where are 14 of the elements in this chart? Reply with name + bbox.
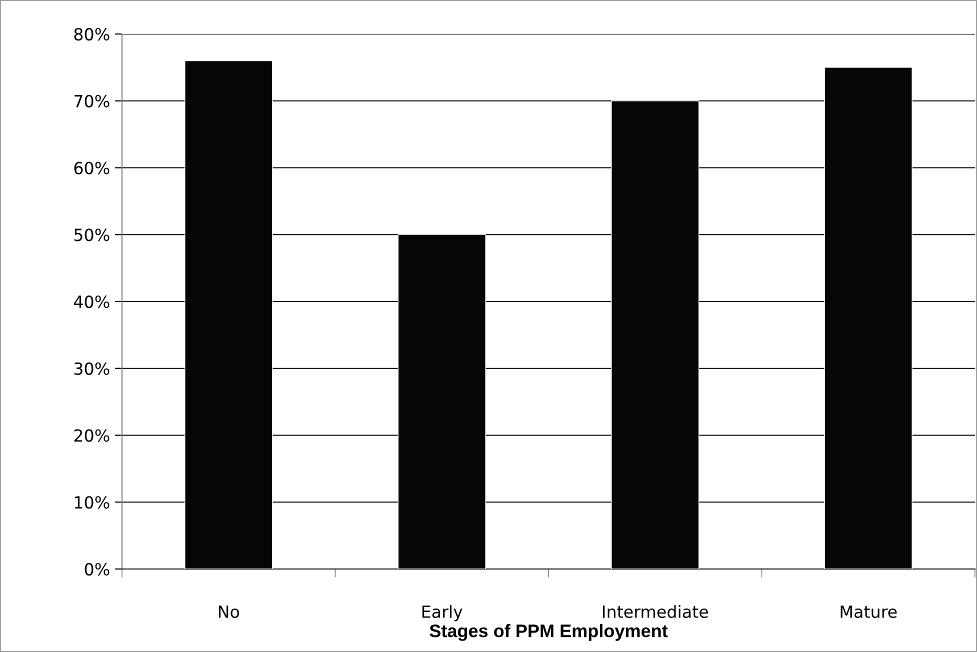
y-tick-label: 50%	[74, 228, 110, 242]
y-tick-label: 10%	[74, 496, 110, 509]
y-tick-label: 60%	[74, 162, 110, 174]
x-axis-title: Stages of PPM Employment	[430, 624, 668, 641]
y-tick-label: 20%	[74, 429, 110, 442]
x-tick-label: Early	[422, 605, 462, 622]
x-tick-label: Mature	[840, 606, 897, 618]
y-tick-label: 30%	[74, 362, 110, 375]
x-tick-label: No	[218, 606, 240, 618]
y-tick-label: 40%	[74, 295, 110, 308]
x-tick-label: Intermediate	[602, 605, 708, 618]
y-tick-label: 70%	[74, 94, 110, 108]
y-tick-label: 0%	[84, 562, 110, 576]
y-tick-label: 80%	[74, 28, 110, 41]
